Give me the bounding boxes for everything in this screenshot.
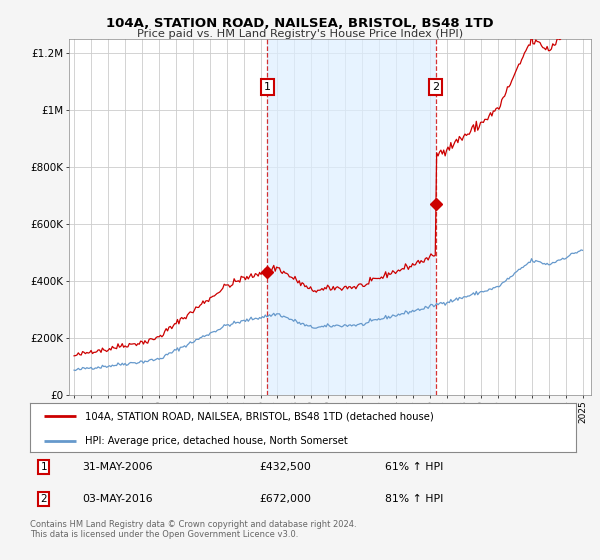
Text: 104A, STATION ROAD, NAILSEA, BRISTOL, BS48 1TD: 104A, STATION ROAD, NAILSEA, BRISTOL, BS… <box>106 17 494 30</box>
Text: 2: 2 <box>40 494 47 504</box>
Text: Contains HM Land Registry data © Crown copyright and database right 2024.
This d: Contains HM Land Registry data © Crown c… <box>30 520 356 539</box>
Text: HPI: Average price, detached house, North Somerset: HPI: Average price, detached house, Nort… <box>85 436 347 446</box>
Text: 03-MAY-2016: 03-MAY-2016 <box>82 494 152 504</box>
Text: Price paid vs. HM Land Registry's House Price Index (HPI): Price paid vs. HM Land Registry's House … <box>137 29 463 39</box>
Text: 2: 2 <box>432 82 439 92</box>
Text: £432,500: £432,500 <box>259 462 311 472</box>
Text: £672,000: £672,000 <box>259 494 311 504</box>
Text: 1: 1 <box>40 462 47 472</box>
Text: 81% ↑ HPI: 81% ↑ HPI <box>385 494 443 504</box>
Text: 31-MAY-2006: 31-MAY-2006 <box>82 462 152 472</box>
Text: 104A, STATION ROAD, NAILSEA, BRISTOL, BS48 1TD (detached house): 104A, STATION ROAD, NAILSEA, BRISTOL, BS… <box>85 412 433 422</box>
Text: 1: 1 <box>264 82 271 92</box>
Bar <box>268 39 436 395</box>
Text: 61% ↑ HPI: 61% ↑ HPI <box>385 462 443 472</box>
